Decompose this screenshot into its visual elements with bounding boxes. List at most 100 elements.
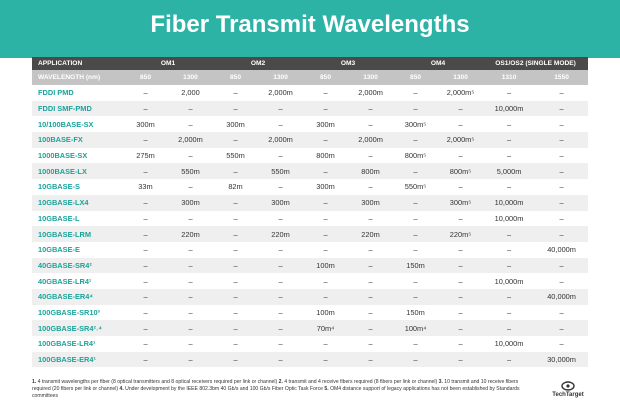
distance-cell: – — [348, 100, 394, 117]
distance-cell: – — [458, 151, 463, 161]
distance-cell: – — [507, 88, 512, 98]
distance-cell: – — [559, 307, 564, 317]
distance-cell: – — [368, 307, 373, 317]
distance-cell: 800m — [316, 151, 335, 161]
distance-cell: 800m⁵ — [438, 163, 484, 180]
distance-cell: – — [368, 339, 373, 349]
distance-cell: – — [323, 339, 328, 349]
distance-cell: – — [458, 213, 463, 223]
distance-cell: 10,000m — [494, 213, 524, 223]
distance-cell: – — [348, 320, 394, 336]
distance-cell: 2,000m — [168, 132, 214, 148]
distance-cell: 550m — [226, 151, 245, 161]
distance-cell: 5,000m — [483, 163, 536, 180]
distance-cell: – — [507, 182, 512, 192]
table-row: 100GBASE-SR10³ – – – – 100m – 150m – – – — [32, 305, 588, 321]
note-text: 10 transmit and 10 receive fibers requir… — [32, 379, 519, 392]
distance-cell: – — [213, 163, 259, 180]
distance-cell: 33m — [138, 182, 153, 192]
distance-cell: – — [168, 257, 214, 274]
distance-cell: – — [303, 132, 349, 148]
distance-cell: 40,000m — [547, 245, 576, 255]
distance-cell: – — [413, 339, 418, 349]
distance-cell: – — [233, 245, 238, 255]
distance-cell: – — [323, 88, 328, 98]
distance-cell: – — [393, 100, 439, 117]
subheader-cell: 1300 — [348, 70, 394, 85]
distance-cell: – — [458, 339, 463, 349]
group-header: OS1/OS2 (SINGLE MODE) — [483, 57, 589, 70]
table-row: 100GBASE-LR4¹ – – – – – – – – 10,000m – — [32, 336, 588, 352]
distance-cell: – — [233, 339, 238, 349]
distance-cell: – — [123, 132, 168, 148]
distance-cell: – — [483, 257, 536, 274]
title: Fiber Transmit Wavelengths — [150, 11, 470, 38]
subheader-cell: 1310 — [483, 70, 536, 85]
distance-cell: 300m — [316, 182, 335, 192]
distance-cell: – — [258, 100, 304, 117]
distance-cell: – — [393, 132, 439, 148]
distance-cell: – — [168, 100, 214, 117]
distance-cell: 2,000m — [358, 88, 383, 98]
table-row: 10GBASE-E – – – – – – – – – 40,000m — [32, 242, 588, 258]
application-name: 100GBASE-SR4²˒⁴ — [32, 320, 123, 336]
distance-cell: – — [348, 351, 394, 368]
distance-cell: – — [278, 307, 283, 317]
distance-cell: – — [188, 213, 193, 223]
group-header: OM1 — [123, 57, 214, 70]
distance-cell: 300m — [348, 194, 394, 211]
distance-cell: – — [168, 320, 214, 336]
subheader-cell: 1300 — [258, 70, 304, 85]
application-name: 40GBASE-SR4² — [32, 257, 123, 274]
distance-cell: – — [413, 276, 418, 286]
distance-cell: – — [438, 100, 484, 117]
distance-cell: – — [458, 245, 463, 255]
subheader-cell: WAVELENGTH (nm) — [32, 70, 123, 85]
table-row: 10GBASE-LX4–300m –300m –300m –300m⁵ 10,000m – — [32, 194, 589, 211]
distance-cell: – — [188, 151, 193, 161]
distance-cell: – — [483, 132, 536, 148]
distance-cell: 550m — [168, 163, 214, 180]
subheader-cell: 1300 — [438, 70, 484, 85]
distance-cell: – — [323, 245, 328, 255]
distance-cell: – — [303, 163, 349, 180]
subheader-cell: 850 — [213, 70, 259, 85]
application-name: 10GBASE-LRM — [32, 226, 123, 242]
distance-cell: – — [559, 151, 564, 161]
distance-cell: 82m — [228, 182, 243, 192]
distance-cell: – — [143, 276, 148, 286]
subheader-cell: 850 — [393, 70, 439, 85]
distance-cell: 40,000m — [535, 288, 589, 305]
distance-cell: – — [123, 100, 168, 117]
distance-cell: – — [123, 320, 168, 336]
distance-cell: – — [458, 307, 463, 317]
distance-cell: – — [278, 119, 283, 129]
distance-cell: – — [303, 226, 349, 242]
distance-cell: – — [393, 226, 439, 242]
group-header-row: APPLICATION OM1 OM2 OM3 OM4 OS1/OS2 (SINGLE M… — [32, 57, 589, 70]
distance-cell: 220m — [348, 226, 394, 242]
subheader-cell: 1550 — [535, 70, 589, 85]
distance-cell: – — [188, 182, 193, 192]
distance-cell: – — [303, 351, 349, 368]
distance-cell: – — [368, 245, 373, 255]
distance-cell: 10,000m — [483, 194, 536, 211]
distance-cell: 2,000m — [268, 88, 293, 98]
subheader-cell: 850 — [123, 70, 168, 85]
distance-cell: – — [233, 307, 238, 317]
application-name: 40GBASE-LR4¹ — [38, 276, 92, 286]
distance-cell: 800m⁵ — [404, 151, 427, 161]
distance-cell: – — [368, 213, 373, 223]
logo-text: TechTarget — [552, 392, 584, 398]
distance-cell: – — [323, 213, 328, 223]
application-name: 1000BASE-SX — [38, 151, 88, 161]
distance-cell: 2,000 — [181, 88, 200, 98]
distance-cell: 2,000m — [258, 132, 304, 148]
distance-cell: – — [559, 339, 564, 349]
distance-cell: – — [507, 151, 512, 161]
distance-cell: – — [278, 151, 283, 161]
distance-cell: – — [535, 163, 589, 180]
distance-cell: – — [559, 182, 564, 192]
distance-cell: – — [188, 245, 193, 255]
